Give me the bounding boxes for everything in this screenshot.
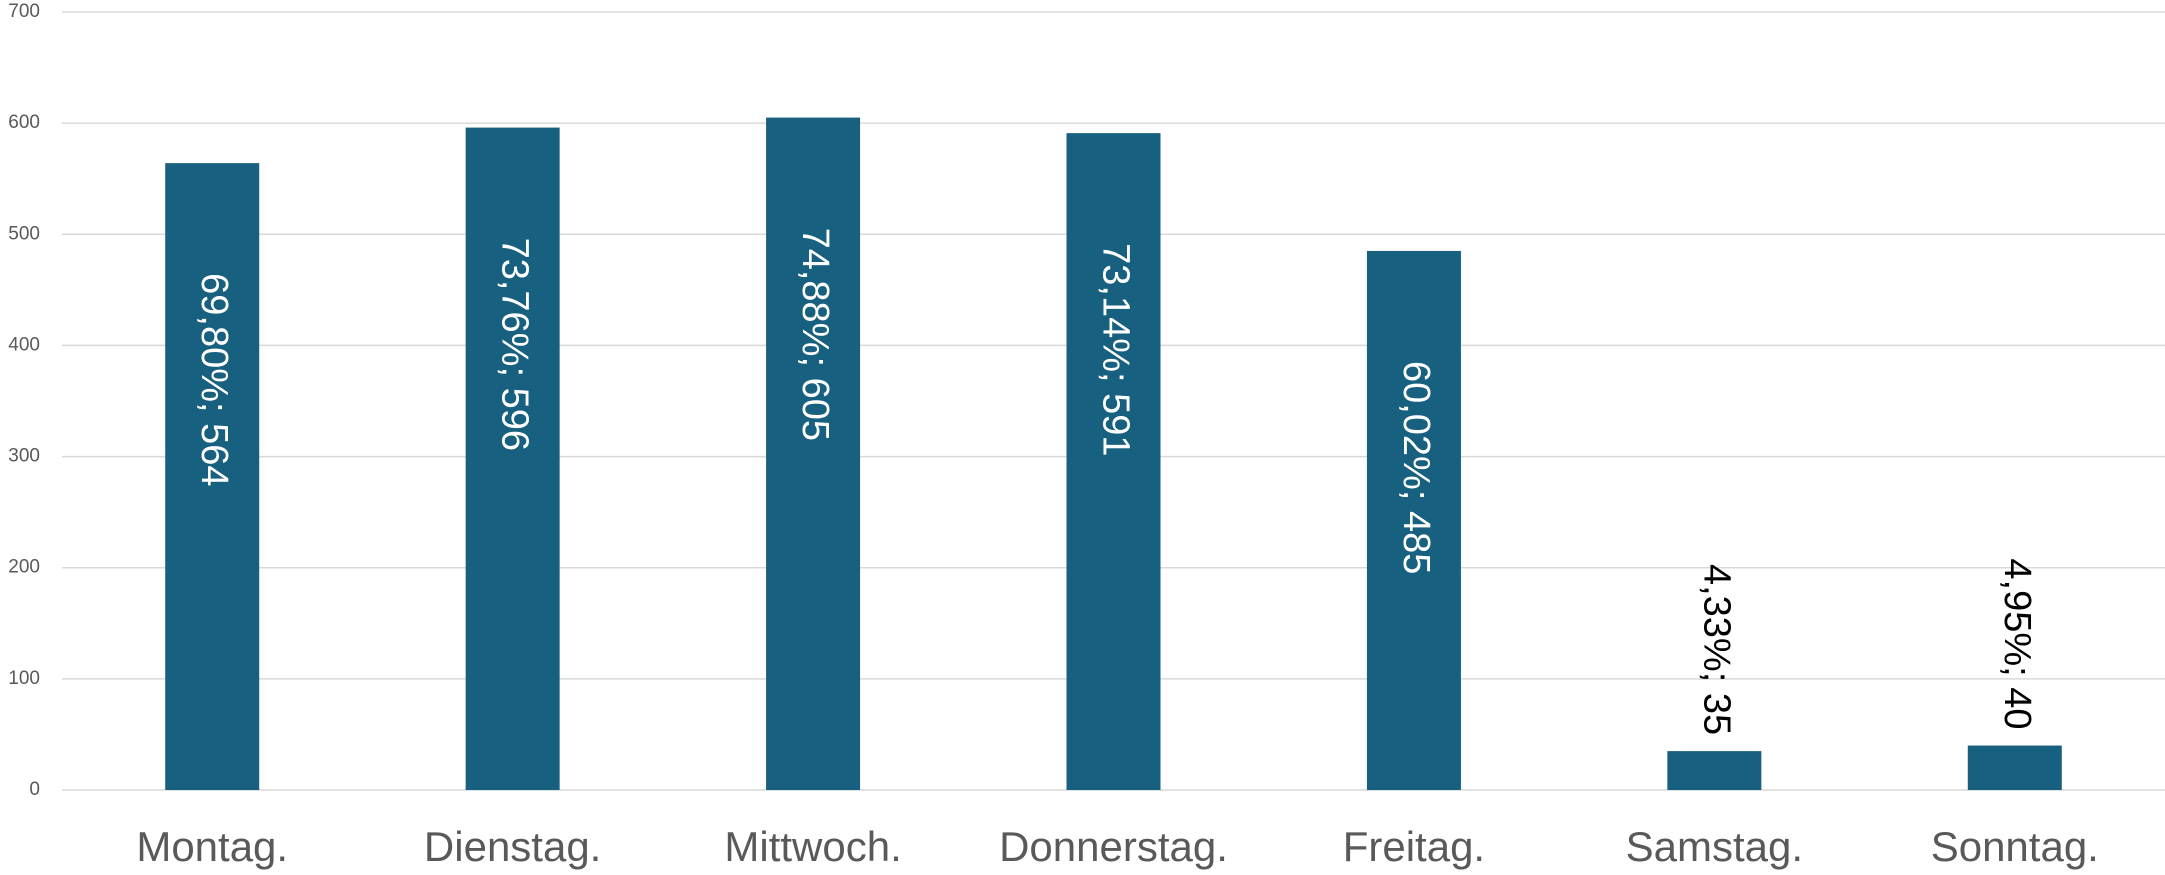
y-tick-label: 300 [8, 446, 40, 467]
data-label: 74,88%; 605 [794, 228, 836, 441]
x-tick-label: Mittwoch. [724, 823, 901, 870]
x-tick-label: Donnerstag. [999, 823, 1228, 870]
x-tick-label: Sonntag. [1931, 823, 2099, 870]
data-label: 4,95%; 40 [1996, 558, 2038, 729]
bar [1066, 133, 1161, 790]
bar [766, 117, 861, 791]
bar [1667, 751, 1762, 790]
y-tick-label: 600 [8, 112, 40, 133]
bar [1366, 250, 1461, 790]
bar [165, 163, 260, 790]
y-tick-label: 400 [8, 334, 40, 355]
data-label: 73,76%; 596 [494, 238, 536, 451]
data-label: 73,14%; 591 [1094, 243, 1136, 456]
y-tick-label: 500 [8, 223, 40, 244]
data-label: 69,80%; 564 [193, 273, 235, 486]
x-tick-label: Dienstag. [424, 823, 601, 870]
y-tick-label: 100 [8, 668, 40, 689]
bar [465, 127, 560, 791]
y-tick-label: 700 [8, 1, 40, 22]
data-label: 60,02%; 485 [1395, 361, 1437, 574]
bar [1967, 745, 2062, 790]
data-label: 4,33%; 35 [1695, 564, 1737, 735]
y-tick-label: 200 [8, 557, 40, 578]
y-tick-label: 0 [29, 779, 40, 800]
x-tick-label: Samstag. [1626, 823, 1803, 870]
x-tick-label: Montag. [136, 823, 288, 870]
x-tick-label: Freitag. [1343, 823, 1485, 870]
